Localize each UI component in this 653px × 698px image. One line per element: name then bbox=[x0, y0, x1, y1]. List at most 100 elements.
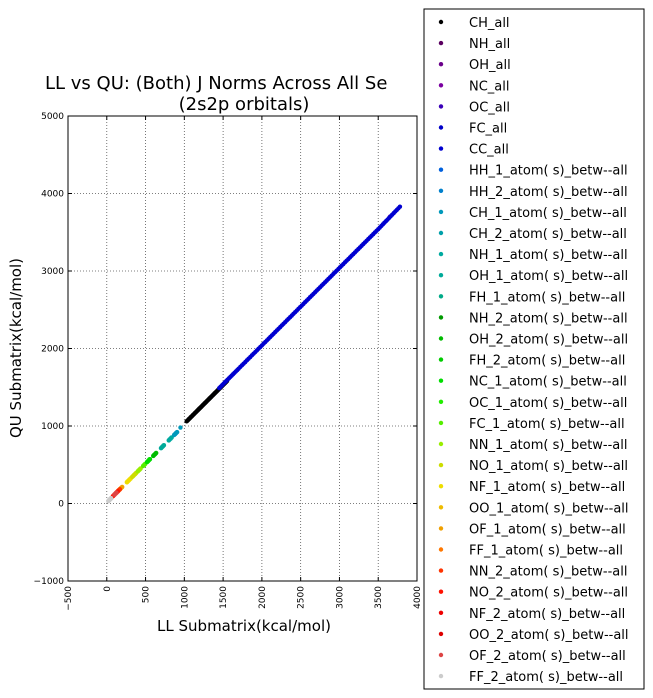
legend-entry: NC_1_atom( s)_betw--all bbox=[438, 375, 627, 390]
data-point bbox=[161, 442, 167, 448]
legend-label: NH_all bbox=[469, 37, 510, 52]
low-value-cluster bbox=[106, 429, 180, 503]
legend-entry: FC_1_atom( s)_betw--all bbox=[438, 417, 625, 432]
data-point bbox=[153, 450, 159, 456]
legend-label: OH_2_atom( s)_betw--all bbox=[469, 333, 628, 348]
legend-entry: CH_2_atom( s)_betw--all bbox=[438, 227, 627, 242]
y-tick-label: 0 bbox=[58, 500, 64, 510]
legend-marker bbox=[438, 357, 444, 362]
legend-entry: FH_2_atom( s)_betw--all bbox=[438, 354, 625, 369]
legend-label: OO_1_atom( s)_betw--all bbox=[469, 501, 629, 516]
legend-entry: NN_2_atom( s)_betw--all bbox=[438, 565, 628, 580]
legend-marker bbox=[438, 188, 444, 193]
legend-marker bbox=[438, 420, 444, 426]
legend-label: FH_2_atom( s)_betw--all bbox=[469, 354, 625, 369]
legend-entry: CH_all bbox=[438, 16, 510, 31]
legend: CH_all NH_all OH_all NC_all OC_all FC_all CC_a… bbox=[423, 8, 645, 690]
legend-label: OH_1_atom( s)_betw--all bbox=[469, 269, 628, 284]
legend-label: NC_1_atom( s)_betw--all bbox=[469, 375, 627, 390]
x-tick-label: 3000 bbox=[335, 586, 345, 609]
legend-entry: FF_2_atom( s)_betw--all bbox=[438, 670, 623, 685]
legend-marker bbox=[438, 673, 444, 679]
legend-entry: FF_1_atom( s)_betw--all bbox=[438, 544, 623, 559]
y-tick-label: 5000 bbox=[41, 112, 64, 122]
legend-label: FF_2_atom( s)_betw--all bbox=[469, 670, 623, 685]
legend-entry: OH_all bbox=[438, 58, 511, 73]
legend-marker bbox=[438, 526, 444, 531]
data-point bbox=[397, 204, 403, 209]
legend-entry: HH_2_atom( s)_betw--all bbox=[438, 185, 628, 200]
legend-marker bbox=[438, 40, 444, 46]
legend-marker bbox=[438, 315, 444, 320]
legend-entry: NO_1_atom( s)_betw--all bbox=[438, 459, 628, 474]
data-point bbox=[178, 425, 183, 430]
legend-label: FH_1_atom( s)_betw--all bbox=[469, 290, 625, 305]
y-tick-label: 1000 bbox=[41, 422, 64, 432]
legend-entry: NF_2_atom( s)_betw--all bbox=[438, 607, 625, 622]
series-points bbox=[178, 425, 183, 430]
legend-marker bbox=[438, 336, 444, 341]
legend-label: CH_1_atom( s)_betw--all bbox=[469, 206, 627, 221]
grid bbox=[68, 116, 417, 581]
legend-label: OC_1_atom( s)_betw--all bbox=[469, 396, 627, 411]
legend-label: NO_1_atom( s)_betw--all bbox=[469, 459, 628, 474]
legend-marker bbox=[438, 399, 444, 404]
data-points bbox=[106, 204, 403, 504]
x-tick-label: 4000 bbox=[413, 586, 423, 609]
legend-label: NN_1_atom( s)_betw--all bbox=[469, 438, 628, 453]
legend-entry: HH_1_atom( s)_betw--all bbox=[438, 164, 628, 179]
legend-label: FC_all bbox=[469, 122, 507, 137]
legend-entry: OO_2_atom( s)_betw--all bbox=[438, 628, 629, 643]
x-tick-label: 2000 bbox=[258, 586, 268, 609]
title-group: LL vs QU: (Both) J Norms Across All Se (… bbox=[45, 73, 387, 115]
y-tick-label: 4000 bbox=[41, 190, 64, 200]
legend-marker bbox=[438, 441, 444, 447]
legend-label: NC_all bbox=[469, 79, 510, 94]
y-tick-label: 2000 bbox=[41, 345, 64, 355]
legend-entry: NF_1_atom( s)_betw--all bbox=[438, 480, 625, 495]
legend-label: CH_2_atom( s)_betw--all bbox=[469, 227, 627, 242]
legend-label: NF_2_atom( s)_betw--all bbox=[469, 607, 625, 622]
legend-marker bbox=[438, 19, 444, 25]
data-point bbox=[174, 429, 180, 435]
legend-entry: NN_1_atom( s)_betw--all bbox=[438, 438, 628, 453]
legend-label: FC_1_atom( s)_betw--all bbox=[469, 417, 625, 432]
legend-marker bbox=[438, 83, 444, 88]
series-points bbox=[217, 204, 403, 391]
legend-label: NF_1_atom( s)_betw--all bbox=[469, 480, 625, 495]
legend-marker bbox=[438, 61, 444, 67]
x-tick-label: 1000 bbox=[180, 586, 190, 609]
legend-marker bbox=[438, 167, 444, 172]
y-tick-label: −1000 bbox=[34, 577, 65, 587]
legend-label: NH_2_atom( s)_betw--all bbox=[469, 311, 628, 326]
legend-marker bbox=[438, 568, 444, 573]
x-tick-label: 1500 bbox=[219, 586, 229, 609]
legend-entry: OH_2_atom( s)_betw--all bbox=[438, 333, 628, 348]
legend-entry: CC_all bbox=[438, 143, 509, 158]
x-tick-label: 500 bbox=[142, 586, 152, 603]
legend-entry: FH_1_atom( s)_betw--all bbox=[438, 290, 625, 305]
chart-subtitle: (2s2p orbitals) bbox=[179, 94, 310, 115]
chart-title: LL vs QU: (Both) J Norms Across All Se bbox=[45, 73, 387, 94]
x-tick-label: −500 bbox=[64, 586, 74, 611]
legend-label: OO_2_atom( s)_betw--all bbox=[469, 628, 629, 643]
legend-entry: OC_all bbox=[438, 100, 510, 115]
legend-entry: FC_all bbox=[438, 122, 507, 137]
legend-marker bbox=[438, 484, 444, 489]
x-tick-label: 0 bbox=[103, 586, 113, 592]
legend-marker bbox=[438, 104, 444, 109]
legend-marker bbox=[438, 652, 444, 658]
legend-label: FF_1_atom( s)_betw--all bbox=[469, 544, 623, 559]
legend-marker bbox=[438, 462, 444, 468]
legend-marker bbox=[438, 547, 444, 552]
legend-marker bbox=[438, 610, 444, 615]
legend-marker bbox=[438, 589, 444, 594]
legend-marker bbox=[438, 209, 444, 215]
legend-entry: CH_1_atom( s)_betw--all bbox=[438, 206, 627, 221]
legend-label: CC_all bbox=[469, 143, 509, 158]
x-tick-label: 2500 bbox=[297, 586, 307, 609]
legend-frame bbox=[423, 8, 645, 690]
legend-marker bbox=[438, 294, 444, 299]
legend-label: CH_all bbox=[469, 16, 510, 31]
